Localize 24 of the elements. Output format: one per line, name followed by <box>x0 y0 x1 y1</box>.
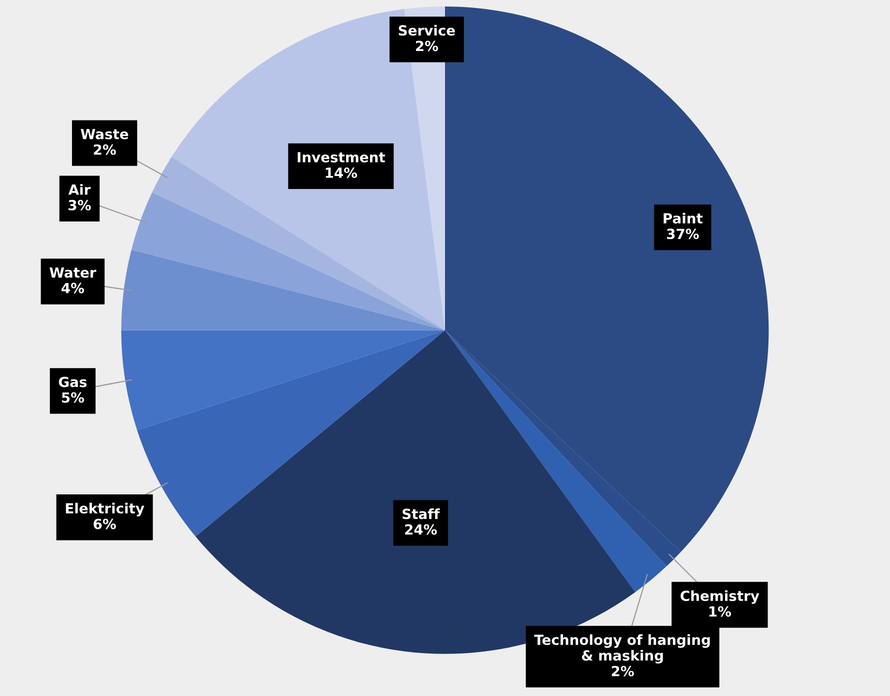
slice-label: Water <box>50 267 96 278</box>
data-label: 2% <box>94 144 116 155</box>
slice-label: Staff <box>402 508 440 520</box>
data-label: 37% <box>666 228 699 240</box>
data-label: 1% <box>709 606 732 617</box>
slice-label: Elektricity <box>66 502 144 516</box>
data-label: 14% <box>326 168 358 178</box>
data-label: 2% <box>416 40 438 52</box>
data-label: 6% <box>94 518 116 530</box>
slice-label: Chemistry <box>680 590 760 604</box>
slice-label: Paint <box>664 212 703 224</box>
data-label: 5% <box>62 392 84 403</box>
slice-label: Waste <box>80 128 128 140</box>
slice-label: Service <box>398 24 455 36</box>
slice-label: Investment <box>298 152 386 162</box>
pie-slice <box>131 192 445 330</box>
slice-label: Air <box>68 184 91 195</box>
data-label: 4% <box>62 282 84 294</box>
pie-slice <box>121 250 445 330</box>
data-label: 3% <box>68 200 91 210</box>
data-label: 24% <box>405 524 437 535</box>
data-label: 2% <box>612 666 634 676</box>
slice-label: Gas <box>58 376 87 388</box>
slice-label: Technology of hanging & masking <box>534 634 710 664</box>
